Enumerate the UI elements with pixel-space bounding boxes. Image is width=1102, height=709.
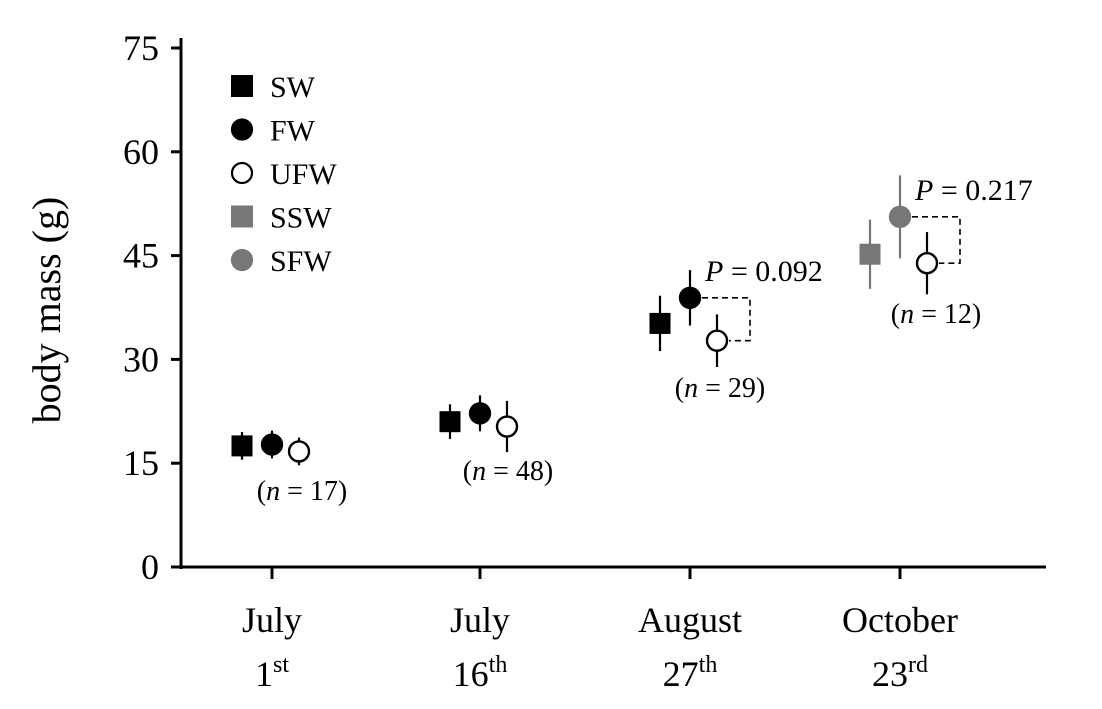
sample-size-label: (n = 12) xyxy=(891,299,981,330)
point-ufw xyxy=(915,252,939,275)
legend-label-fw: FW xyxy=(270,115,316,148)
legend-label-sw: SW xyxy=(270,71,316,104)
sample-size-label: (n = 48) xyxy=(463,456,553,487)
p-value-label: P = 0.092 xyxy=(704,255,823,288)
legend-marker-ufw xyxy=(230,161,254,185)
y-tick-labels: 0 15 30 45 60 75 xyxy=(123,28,159,587)
sample-size-label: (n = 29) xyxy=(675,373,765,404)
comparison-bracket xyxy=(912,216,961,265)
y-tick-label: 60 xyxy=(123,132,159,172)
point-fw xyxy=(468,402,492,425)
legend-marker-ssw xyxy=(231,205,253,228)
y-tick-label: 0 xyxy=(141,547,159,587)
y-tick-label: 30 xyxy=(123,339,159,379)
annotations: P = 0.092 P = 0.217 (n = 17) (n = 48) (n = 2… xyxy=(257,174,1033,507)
legend-label-sfw: SFW xyxy=(270,245,332,278)
legend: SW FW UFW SSW SFW xyxy=(230,71,337,278)
point-fw xyxy=(678,286,702,310)
point-sw xyxy=(439,411,461,433)
comparison-bracket xyxy=(702,297,751,342)
x-tick-label-day: 1st xyxy=(255,652,289,694)
y-tick-label: 45 xyxy=(123,236,159,276)
x-tick-label-month: October xyxy=(842,600,958,640)
x-tick-labels: July 1st July 16th August 27th October 23rd xyxy=(242,600,958,694)
x-tick-label-day: 27th xyxy=(663,652,718,694)
sample-size-label: (n = 17) xyxy=(257,476,347,507)
x-tick-label-day: 23rd xyxy=(872,652,928,694)
point-fw xyxy=(260,433,284,456)
point-ufw xyxy=(287,440,311,463)
point-ufw xyxy=(495,415,519,438)
legend-marker-sw xyxy=(231,75,253,97)
comparison-brackets xyxy=(702,216,961,342)
legend-marker-sfw xyxy=(230,248,254,272)
axes xyxy=(171,38,1046,579)
point-ufw xyxy=(705,329,729,352)
x-tick-label-month: July xyxy=(450,600,510,640)
p-value-label: P = 0.217 xyxy=(914,174,1033,207)
x-tick-label-month: July xyxy=(242,600,302,640)
legend-label-ssw: SSW xyxy=(270,202,332,235)
point-sw xyxy=(231,435,253,457)
x-tick-label-day: 16th xyxy=(453,652,508,694)
y-axis-title: body mass (g) xyxy=(24,197,69,424)
y-tick-label: 15 xyxy=(123,443,159,483)
x-tick-label-month: August xyxy=(638,600,742,640)
y-tick-label: 75 xyxy=(123,28,159,68)
point-sw xyxy=(649,312,671,334)
data-marks xyxy=(231,175,939,466)
legend-label-ufw: UFW xyxy=(270,158,337,191)
point-ssw xyxy=(859,243,881,265)
point-sfw xyxy=(888,205,912,229)
legend-marker-fw xyxy=(230,118,254,141)
